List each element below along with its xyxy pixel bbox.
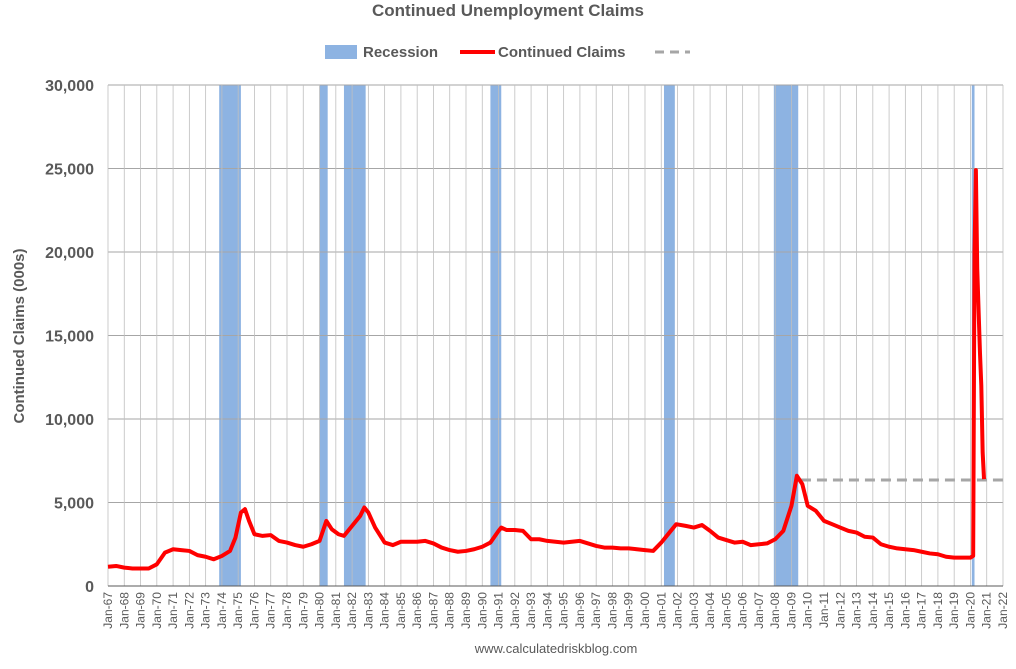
x-tick-label: Jan-16 xyxy=(898,592,912,629)
x-tick-label: Jan-02 xyxy=(671,592,685,629)
y-tick-label: 25,000 xyxy=(45,162,94,179)
x-tick-label: Jan-92 xyxy=(508,592,522,629)
x-tick-label: Jan-14 xyxy=(866,592,880,629)
x-tick-label: Jan-11 xyxy=(817,592,831,628)
x-tick-label: Jan-00 xyxy=(638,592,652,629)
x-tick-label: Jan-94 xyxy=(540,592,554,629)
x-tick-label: Jan-75 xyxy=(231,592,245,629)
y-axis-label: Continued Claims (000s) xyxy=(11,248,28,423)
x-tick-label: Jan-79 xyxy=(296,592,310,629)
y-tick-label: 5,000 xyxy=(54,496,94,513)
x-tick-label: Jan-88 xyxy=(443,592,457,629)
x-tick-label: Jan-12 xyxy=(833,592,847,629)
source: www.calculatedriskblog.com xyxy=(474,641,638,656)
x-tick-label: Jan-76 xyxy=(247,592,261,629)
x-tick-label: Jan-99 xyxy=(622,592,636,629)
x-tick-label: Jan-68 xyxy=(117,592,131,629)
x-tick-label: Jan-09 xyxy=(784,592,798,629)
y-tick-label: 10,000 xyxy=(45,412,94,429)
y-tick-label: 15,000 xyxy=(45,329,94,346)
x-tick-label: Jan-07 xyxy=(752,592,766,629)
x-tick-label: Jan-19 xyxy=(947,592,961,629)
x-tick-label: Jan-95 xyxy=(557,592,571,629)
x-tick-label: Jan-86 xyxy=(410,592,424,629)
x-tick-label: Jan-84 xyxy=(378,592,392,629)
x-tick-label: Jan-80 xyxy=(313,592,327,629)
legend-label: Continued Claims xyxy=(498,44,626,61)
x-tick-label: Jan-83 xyxy=(361,592,375,629)
x-tick-label: Jan-15 xyxy=(882,592,896,629)
x-tick-label: Jan-78 xyxy=(280,592,294,629)
x-tick-label: Jan-89 xyxy=(459,592,473,629)
legend-label: Recession xyxy=(363,44,438,61)
x-tick-label: Jan-90 xyxy=(475,592,489,629)
x-tick-label: Jan-21 xyxy=(980,592,994,629)
x-tick-label: Jan-73 xyxy=(199,592,213,629)
x-tick-label: Jan-03 xyxy=(687,592,701,629)
x-tick-label: Jan-74 xyxy=(215,592,229,629)
legend-swatch xyxy=(325,45,357,59)
x-tick-label: Jan-67 xyxy=(101,592,115,629)
y-tick-label: 0 xyxy=(85,579,94,596)
x-tick-label: Jan-06 xyxy=(736,592,750,629)
x-tick-label: Jan-04 xyxy=(703,592,717,629)
x-tick-label: Jan-22 xyxy=(996,592,1010,629)
x-tick-label: Jan-20 xyxy=(963,592,977,629)
x-tick-label: Jan-97 xyxy=(589,592,603,629)
x-tick-label: Jan-96 xyxy=(573,592,587,629)
chart-title: Continued Unemployment Claims xyxy=(372,1,644,20)
x-tick-label: Jan-87 xyxy=(426,592,440,629)
x-tick-label: Jan-10 xyxy=(801,592,815,629)
x-tick-label: Jan-05 xyxy=(719,592,733,629)
x-tick-label: Jan-82 xyxy=(345,592,359,629)
x-tick-label: Jan-85 xyxy=(394,592,408,629)
x-tick-label: Jan-01 xyxy=(654,592,668,629)
x-tick-label: Jan-72 xyxy=(182,592,196,629)
x-tick-label: Jan-81 xyxy=(329,592,343,629)
x-tick-label: Jan-69 xyxy=(134,592,148,629)
x-tick-label: Jan-77 xyxy=(264,592,278,629)
x-tick-label: Jan-91 xyxy=(492,592,506,629)
x-tick-label: Jan-70 xyxy=(150,592,164,629)
y-tick-label: 30,000 xyxy=(45,78,94,95)
x-tick-label: Jan-71 xyxy=(166,592,180,629)
x-tick-label: Jan-93 xyxy=(524,592,538,629)
data-line xyxy=(107,168,987,571)
x-tick-label: Jan-18 xyxy=(931,592,945,629)
x-tick-label: Jan-17 xyxy=(915,592,929,629)
x-tick-label: Jan-08 xyxy=(768,592,782,629)
x-tick-label: Jan-13 xyxy=(850,592,864,629)
x-tick-label: Jan-98 xyxy=(605,592,619,629)
y-tick-label: 20,000 xyxy=(45,245,94,262)
